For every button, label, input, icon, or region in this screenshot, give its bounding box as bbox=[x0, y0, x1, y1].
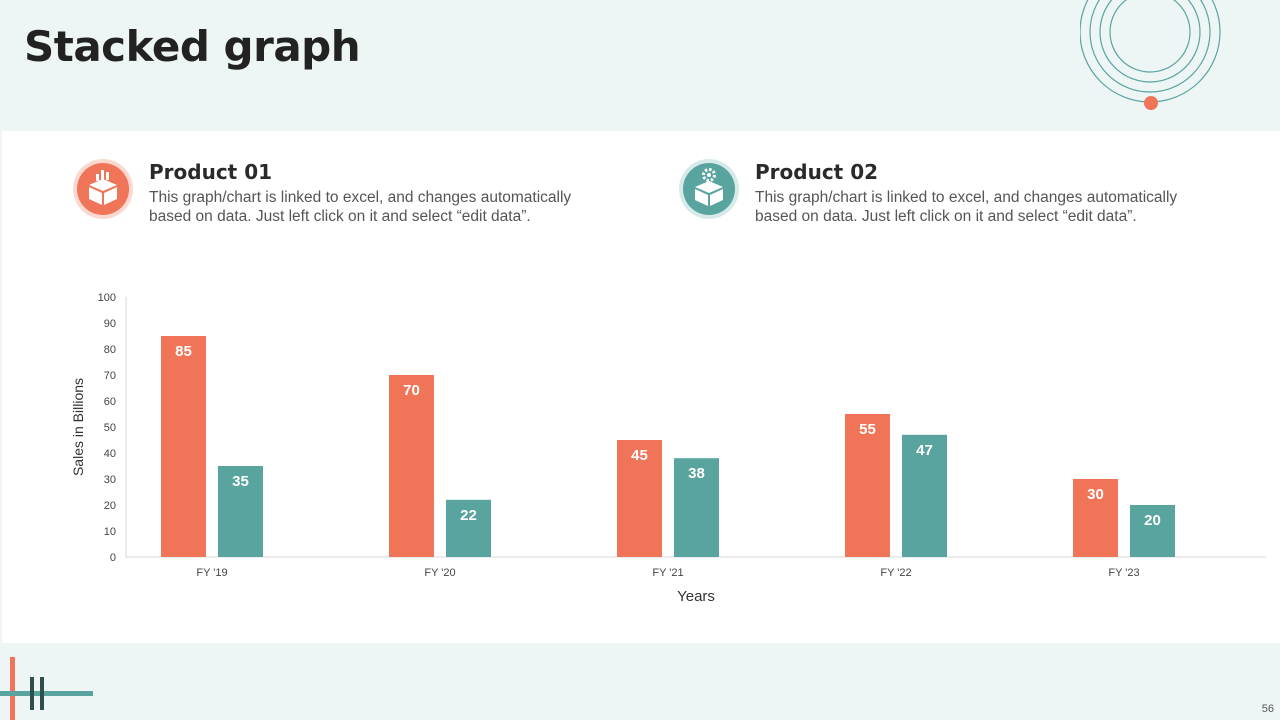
bar bbox=[674, 458, 719, 557]
y-tick-label: 0 bbox=[110, 552, 116, 564]
y-tick-label: 40 bbox=[104, 448, 116, 460]
product-02-title: Product 02 bbox=[755, 160, 879, 184]
data-label: 55 bbox=[859, 421, 876, 438]
product-01-block: Product 01 This graph/chart is linked to… bbox=[72, 158, 572, 228]
y-tick-label: 20 bbox=[104, 500, 116, 512]
data-label: 35 bbox=[232, 473, 249, 490]
content-panel bbox=[2, 131, 1280, 643]
data-label: 38 bbox=[688, 465, 705, 482]
x-tick-label: FY '23 bbox=[1108, 567, 1139, 579]
y-tick-label: 10 bbox=[104, 526, 116, 538]
y-tick-label: 30 bbox=[104, 474, 116, 486]
x-tick-label: FY '19 bbox=[196, 567, 227, 579]
bar bbox=[845, 414, 890, 557]
bar bbox=[1073, 479, 1118, 557]
bar bbox=[161, 336, 206, 557]
y-axis-label: Sales in Billions bbox=[70, 378, 86, 476]
y-tick-label: 100 bbox=[98, 292, 116, 304]
y-tick-label: 70 bbox=[104, 370, 116, 382]
x-tick-label: FY '20 bbox=[424, 567, 455, 579]
box-chart-icon bbox=[73, 159, 133, 219]
data-label: 85 bbox=[175, 343, 192, 360]
product-01-title: Product 01 bbox=[149, 160, 273, 184]
product-02-description: This graph/chart is linked to excel, and… bbox=[755, 189, 1178, 225]
data-label: 30 bbox=[1087, 486, 1104, 503]
bar bbox=[1130, 505, 1175, 557]
x-tick-label: FY '22 bbox=[880, 567, 911, 579]
y-tick-label: 80 bbox=[104, 344, 116, 356]
data-label: 45 bbox=[631, 447, 648, 464]
bar bbox=[389, 375, 434, 557]
decorative-circles-icon bbox=[1080, 0, 1221, 110]
product-02-block: Product 02 This graph/chart is linked to… bbox=[678, 158, 1178, 228]
data-label: 22 bbox=[460, 507, 477, 524]
bar bbox=[902, 434, 947, 557]
y-tick-label: 50 bbox=[104, 422, 116, 434]
bar bbox=[617, 440, 662, 557]
bottom-decoration-icon bbox=[0, 657, 93, 720]
page-number: 56 bbox=[1261, 703, 1274, 715]
y-tick-label: 60 bbox=[104, 396, 116, 408]
y-tick-label: 90 bbox=[104, 318, 116, 330]
data-label: 70 bbox=[403, 382, 420, 399]
data-label: 47 bbox=[916, 442, 933, 459]
bar bbox=[446, 499, 491, 557]
x-axis-label: Years bbox=[677, 588, 715, 605]
slide-title: Stacked graph bbox=[24, 22, 361, 71]
data-label: 20 bbox=[1144, 512, 1161, 529]
bar bbox=[218, 466, 263, 557]
box-gear-icon bbox=[679, 159, 739, 219]
x-tick-label: FY '21 bbox=[652, 567, 683, 579]
product-01-description: This graph/chart is linked to excel, and… bbox=[149, 189, 572, 225]
